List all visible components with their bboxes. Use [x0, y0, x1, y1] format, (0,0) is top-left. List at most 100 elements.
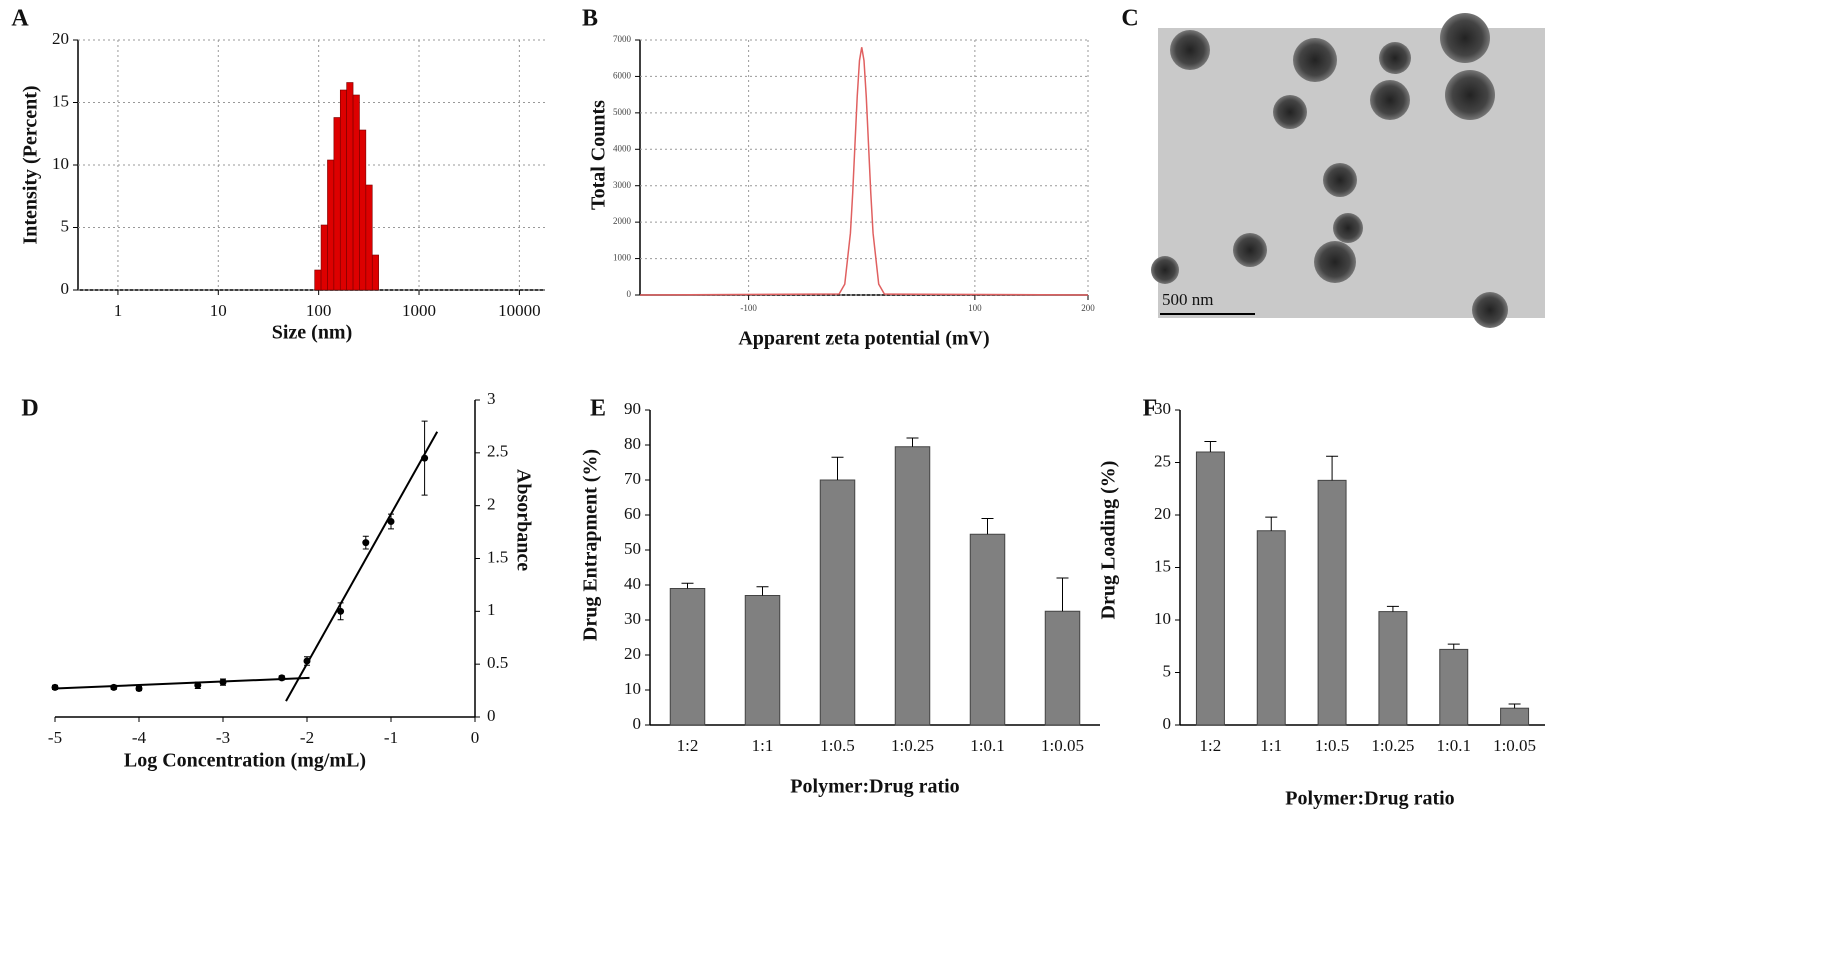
y-tick-label: 6000	[613, 70, 632, 80]
y-tick-label: 0	[487, 706, 496, 725]
y-tick-label: 80	[624, 434, 641, 453]
x-tick-label: -4	[132, 728, 147, 747]
point	[51, 683, 59, 691]
x-tick-label: 10000	[498, 301, 541, 320]
particle	[1151, 256, 1179, 284]
y-tick-label: 2	[487, 495, 496, 514]
error-bar	[1204, 441, 1217, 452]
error-bar	[831, 456, 844, 480]
y-tick-label: 3000	[613, 180, 632, 190]
scale-label: 500 nm	[1162, 290, 1213, 309]
y-axis-title: Intensity (Percent)	[20, 85, 42, 244]
error-bar	[981, 518, 994, 535]
y-tick-label: 15	[52, 91, 69, 110]
error-bar	[1326, 455, 1339, 481]
x-axis-title: Log Concentration (mg/mL)	[124, 750, 366, 772]
bar	[894, 446, 931, 726]
panel-label: A	[11, 6, 29, 32]
x-tick-label: 0	[471, 728, 480, 747]
error-bar	[681, 582, 694, 589]
x-tick-label: 1:0.25	[1371, 736, 1414, 755]
y-axis-title: Drug Entrapment (%)	[580, 449, 602, 641]
error-bar	[906, 437, 919, 447]
x-tick-label: 1:0.1	[970, 736, 1004, 755]
bar	[1195, 451, 1225, 726]
bar	[314, 269, 322, 291]
y-tick-label: 70	[624, 469, 641, 488]
x-tick-label: 1000	[402, 301, 436, 320]
y-tick-label: 0	[61, 279, 70, 298]
panel-label: B	[582, 6, 598, 32]
y-axis-title: Drug Loading (%)	[1098, 461, 1120, 620]
error-bar	[1265, 516, 1278, 531]
bar	[365, 184, 373, 291]
y-tick-label: 10	[624, 679, 641, 698]
y-tick-label: 20	[52, 29, 69, 48]
bar	[327, 159, 335, 291]
point	[303, 657, 311, 665]
particle	[1472, 292, 1508, 328]
y-tick-label: 1000	[613, 253, 632, 263]
error-bar	[756, 586, 769, 596]
x-tick-label: 1:0.1	[1437, 736, 1471, 755]
y-axis-title: Absorbance	[512, 469, 534, 571]
point	[362, 539, 370, 547]
tem-image: 500 nm	[1151, 13, 1545, 328]
y-tick-label: 4000	[613, 143, 632, 153]
y-axis-title: Total Counts	[588, 100, 610, 210]
x-tick-label: 1:0.25	[891, 736, 934, 755]
point	[110, 683, 118, 691]
bar	[359, 129, 367, 291]
bar	[320, 224, 328, 291]
error-bar	[1447, 643, 1460, 650]
x-tick-label: 1:2	[1200, 736, 1222, 755]
bar	[1378, 611, 1408, 726]
y-tick-label: 2.5	[487, 442, 508, 461]
y-tick-label: 10	[52, 154, 69, 173]
y-tick-label: 15	[1154, 556, 1171, 575]
y-tick-label: 5	[61, 216, 70, 235]
y-tick-label: 60	[624, 504, 641, 523]
y-tick-label: 2000	[613, 216, 632, 226]
x-tick-label: 1:0.05	[1493, 736, 1536, 755]
bar	[371, 254, 379, 291]
x-tick-label: -2	[300, 728, 314, 747]
point	[219, 678, 227, 686]
panel-label: D	[21, 396, 38, 422]
x-tick-label: 1:1	[1260, 736, 1282, 755]
particle	[1370, 80, 1410, 120]
fit-line	[54, 676, 310, 690]
error-bar	[1386, 605, 1399, 612]
bar	[1500, 707, 1530, 726]
x-axis-title: Polymer:Drug ratio	[1285, 788, 1454, 810]
y-tick-label: 3	[487, 389, 496, 408]
y-tick-label: 5	[1163, 661, 1172, 680]
x-axis-title: Apparent zeta potential (mV)	[738, 328, 989, 350]
point	[194, 681, 202, 689]
x-tick-label: 1:2	[677, 736, 699, 755]
x-tick-label: 10	[210, 301, 227, 320]
bar	[819, 479, 856, 726]
bar	[333, 117, 341, 291]
bar	[744, 595, 781, 726]
point	[337, 607, 345, 615]
point	[135, 684, 143, 692]
particle	[1273, 95, 1307, 129]
point	[421, 454, 429, 462]
y-tick-label: 0	[1163, 714, 1172, 733]
panel-label: E	[590, 396, 606, 422]
bar	[1317, 479, 1347, 726]
x-tick-label: 1:1	[752, 736, 774, 755]
x-tick-label: -100	[740, 303, 757, 313]
bar	[669, 588, 706, 726]
particle	[1293, 38, 1337, 82]
x-tick-label: -5	[48, 728, 62, 747]
y-tick-label: 25	[1154, 451, 1171, 470]
x-tick-label: 200	[1081, 303, 1095, 313]
y-tick-label: 90	[624, 399, 641, 418]
particle	[1333, 213, 1363, 243]
y-tick-label: 1	[487, 600, 496, 619]
point	[387, 518, 395, 526]
bar	[346, 82, 354, 291]
